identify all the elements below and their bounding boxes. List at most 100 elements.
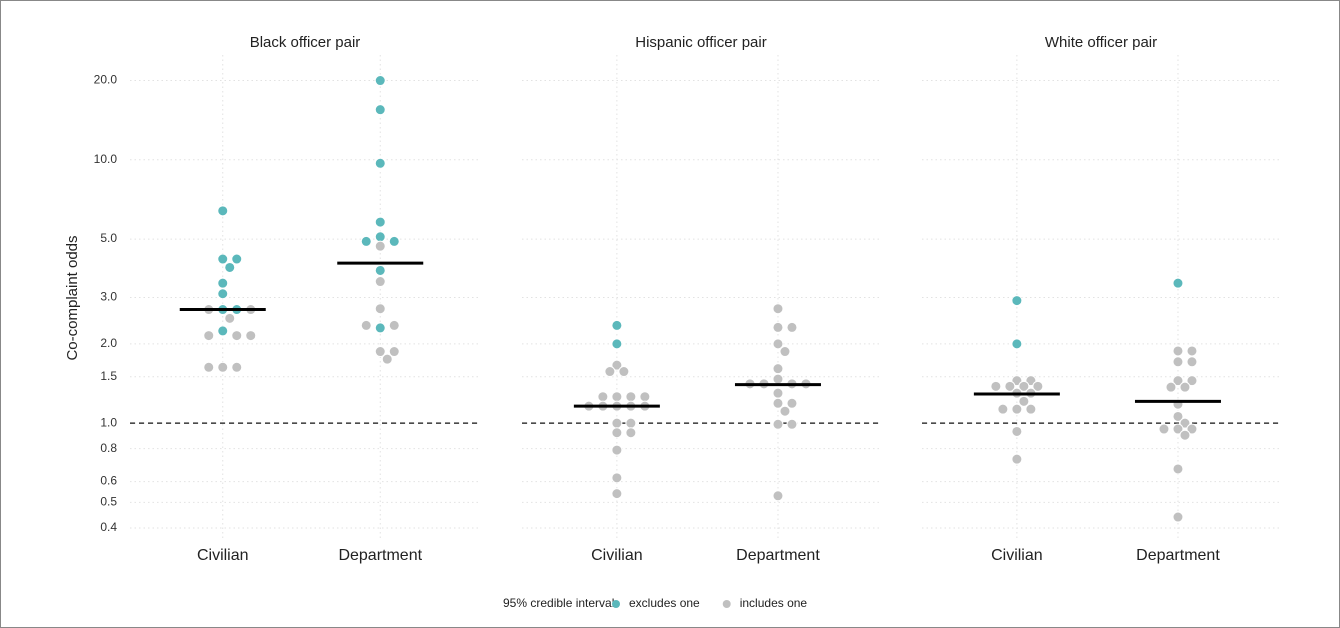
data-point — [374, 264, 386, 276]
data-point — [374, 157, 386, 169]
data-point — [1004, 380, 1016, 392]
data-point — [360, 235, 372, 247]
y-tick-label: 5.0 — [100, 231, 117, 245]
x-tick-label: Department — [1136, 547, 1220, 564]
data-point — [1179, 417, 1191, 429]
data-point — [374, 346, 386, 358]
data-point — [1158, 423, 1170, 435]
data-point — [1172, 511, 1184, 523]
data-point — [611, 427, 623, 439]
data-point — [772, 363, 784, 375]
data-point — [217, 325, 229, 337]
data-point — [374, 231, 386, 243]
data-point — [231, 361, 243, 373]
y-tick-label: 10.0 — [94, 152, 118, 166]
data-point — [388, 235, 400, 247]
data-point — [374, 104, 386, 116]
x-tick-label: Department — [338, 547, 422, 564]
data-point — [772, 490, 784, 502]
data-point — [597, 391, 609, 403]
data-point — [374, 303, 386, 315]
data-point — [618, 366, 630, 378]
y-tick-label: 1.5 — [100, 369, 117, 383]
data-point — [611, 472, 623, 484]
data-point — [625, 427, 637, 439]
data-point — [1172, 423, 1184, 435]
data-point — [217, 253, 229, 265]
data-point — [1025, 403, 1037, 415]
data-point — [1179, 381, 1191, 393]
data-point — [1186, 423, 1198, 435]
data-point — [611, 417, 623, 429]
x-tick-label: Civilian — [591, 547, 643, 564]
data-point — [611, 444, 623, 456]
data-point — [1165, 381, 1177, 393]
data-point — [1186, 356, 1198, 368]
y-tick-label: 2.0 — [100, 336, 117, 350]
legend-label: includes one — [740, 596, 808, 610]
data-point — [381, 353, 393, 365]
legend-swatch — [612, 600, 620, 608]
data-point — [224, 312, 236, 324]
y-tick-label: 3.0 — [100, 290, 117, 304]
legend-title: 95% credible interval — [503, 596, 614, 610]
data-point — [374, 240, 386, 252]
data-point — [1179, 429, 1191, 441]
data-point — [639, 391, 651, 403]
data-point — [388, 319, 400, 331]
data-point — [374, 216, 386, 228]
data-point — [1172, 277, 1184, 289]
data-point — [604, 366, 616, 378]
data-point — [217, 361, 229, 373]
data-point — [625, 417, 637, 429]
data-point — [611, 359, 623, 371]
data-point — [203, 361, 215, 373]
data-point — [388, 346, 400, 358]
data-point — [997, 403, 1009, 415]
data-point — [1172, 463, 1184, 475]
data-point — [779, 346, 791, 358]
data-point — [1011, 295, 1023, 307]
data-point — [772, 387, 784, 399]
y-tick-label: 0.6 — [100, 474, 117, 488]
data-point — [1172, 356, 1184, 368]
y-tick-label: 0.4 — [100, 520, 117, 534]
data-point — [231, 330, 243, 342]
data-point — [360, 319, 372, 331]
y-tick-label: 1.0 — [100, 415, 117, 429]
data-point — [1011, 425, 1023, 437]
data-point — [772, 397, 784, 409]
data-point — [1172, 345, 1184, 357]
data-point — [217, 277, 229, 289]
data-point — [786, 321, 798, 333]
data-point — [1011, 338, 1023, 350]
data-point — [786, 397, 798, 409]
data-point — [772, 321, 784, 333]
data-point — [217, 205, 229, 217]
legend-swatch — [722, 600, 731, 608]
panel-title: Black officer pair — [250, 34, 361, 51]
data-point — [1018, 380, 1030, 392]
data-point — [990, 380, 1002, 392]
data-point — [374, 276, 386, 288]
data-point — [611, 319, 623, 331]
data-point — [779, 405, 791, 417]
y-tick-label: 0.8 — [100, 441, 117, 455]
data-point — [231, 253, 243, 265]
data-point — [245, 330, 257, 342]
x-tick-label: Civilian — [197, 547, 249, 564]
data-point — [203, 330, 215, 342]
data-point — [224, 261, 236, 273]
data-point — [217, 288, 229, 300]
data-point — [374, 75, 386, 87]
data-point — [1186, 375, 1198, 387]
data-point — [1011, 453, 1023, 465]
data-point — [1011, 403, 1023, 415]
panel-title: White officer pair — [1045, 34, 1157, 51]
data-point — [611, 338, 623, 350]
x-tick-label: Department — [736, 547, 820, 564]
data-point — [772, 418, 784, 430]
data-point — [772, 303, 784, 315]
